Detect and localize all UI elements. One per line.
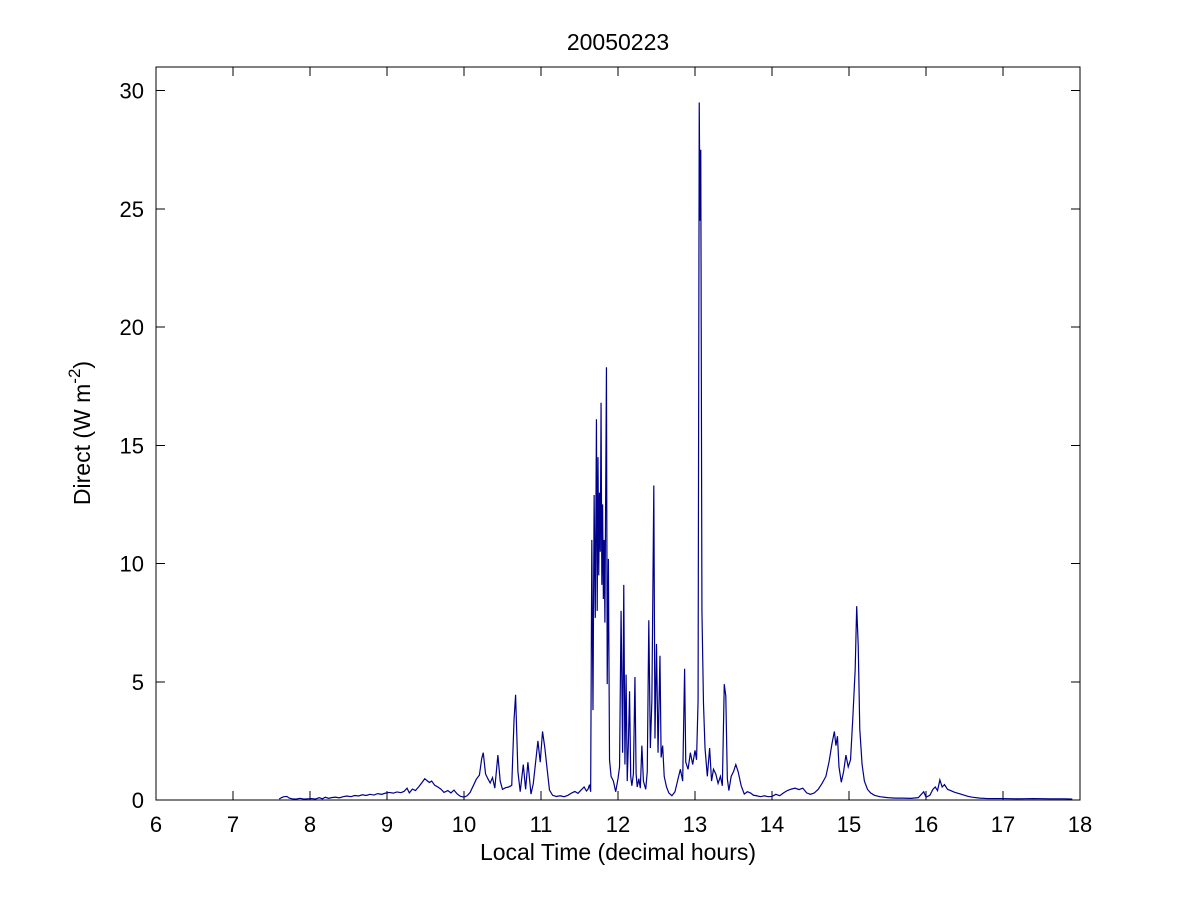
x-tick-label: 15 xyxy=(837,812,861,837)
plot-title: 20050223 xyxy=(567,29,669,55)
x-tick-label: 16 xyxy=(914,812,938,837)
axes-box xyxy=(155,66,1081,801)
x-tick-label: 17 xyxy=(991,812,1015,837)
data-series-line xyxy=(278,102,1073,800)
y-axis-label-close: ) xyxy=(69,361,95,369)
y-axis-label: Direct (W m-2) xyxy=(65,361,95,505)
tick-labels: 6 7 8 9 10 11 12 13 14 15 16 17 18 0 5 10 15 20 25 30 xyxy=(120,79,1093,837)
x-tick-label: 8 xyxy=(304,812,316,837)
series-direct-irradiance xyxy=(278,102,1073,800)
y-tick-label: 0 xyxy=(132,788,144,813)
x-tick-label: 14 xyxy=(760,812,784,837)
x-tick-label: 13 xyxy=(683,812,707,837)
x-tick-label: 7 xyxy=(227,812,239,837)
y-tick-label: 20 xyxy=(120,315,144,340)
y-tick-label: 10 xyxy=(120,552,144,577)
x-tick-label: 6 xyxy=(150,812,162,837)
x-tick-label: 11 xyxy=(530,812,553,837)
y-axis-label-superscript: -2 xyxy=(65,369,84,384)
y-tick-label: 15 xyxy=(120,433,144,458)
x-tick-label: 9 xyxy=(381,812,393,837)
x-tick-label: 12 xyxy=(606,812,630,837)
y-tick-label: 5 xyxy=(132,670,144,695)
x-axis-label: Local Time (decimal hours) xyxy=(480,839,756,865)
y-tick-label: 25 xyxy=(120,197,144,222)
x-tick-label: 10 xyxy=(452,812,476,837)
y-tick-label: 30 xyxy=(120,79,144,104)
x-tick-label: 18 xyxy=(1068,812,1092,837)
y-axis-label-main: Direct (W m xyxy=(69,384,95,505)
